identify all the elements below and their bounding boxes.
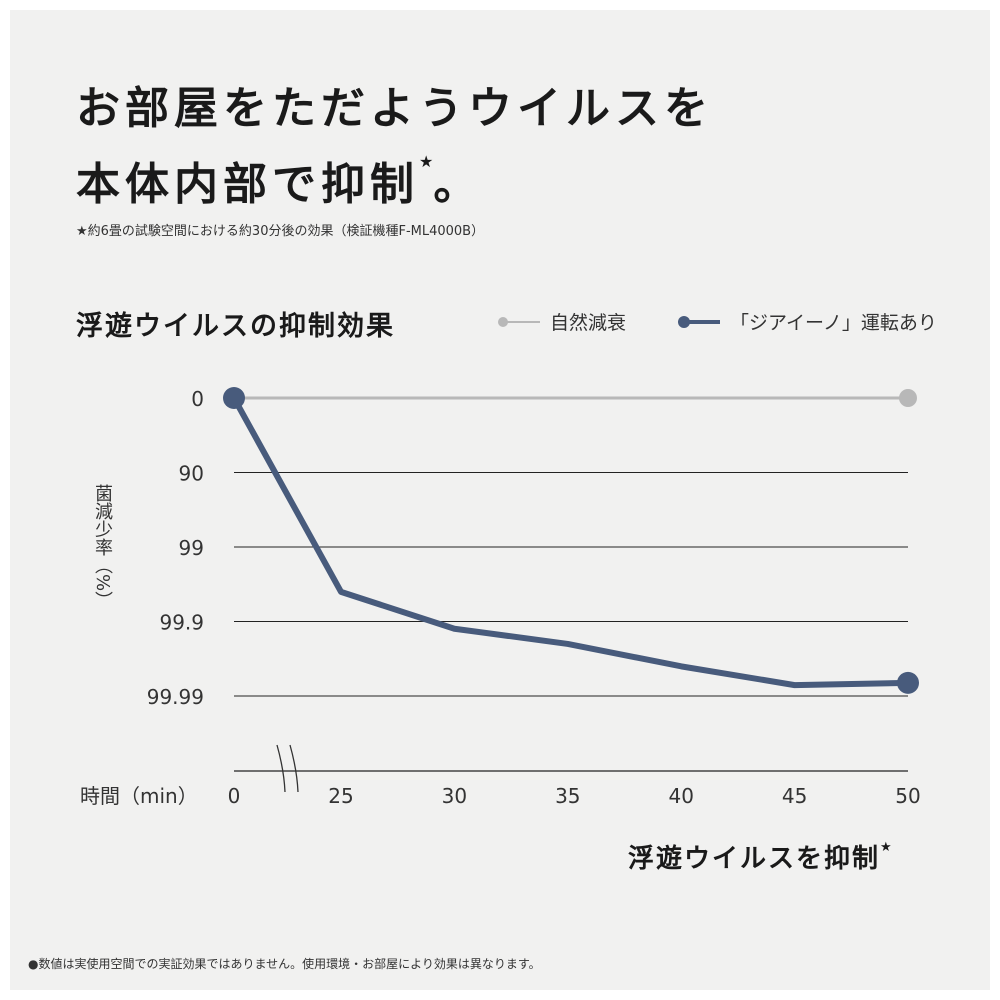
legend-natural-swatch (498, 316, 540, 327)
headline-line-2-text: 本体内部で抑制 (76, 159, 419, 210)
background-panel (10, 10, 990, 990)
chart-title: 浮遊ウイルスの抑制効果 (76, 311, 395, 342)
legend-ziaino: 「ジアイーノ」運転あり (678, 308, 937, 335)
headline-line-2-end: 。 (433, 159, 483, 210)
legend-ziaino-label: 「ジアイーノ」運転あり (730, 312, 937, 334)
axis-break-mark (276, 744, 286, 793)
series-line-ziaino-running (231, 395, 911, 689)
x-tick-label: 45 (782, 784, 807, 808)
footnote: ●数値は実使用空間での実証効果ではありません。使用環境・お部屋により効果は異なり… (28, 957, 541, 971)
callout: 浮遊ウイルスを抑制★ (628, 838, 892, 875)
headline-star: ★ (419, 152, 434, 171)
data-point-ziaino-running (223, 387, 245, 409)
x-tick-label: 0 (228, 784, 241, 808)
test-condition-note: ★約6畳の試験空間における約30分後の効果（検証機種F-ML4000B） (76, 224, 485, 239)
axis-break-mark (289, 744, 299, 793)
legend-ziaino-swatch (678, 315, 720, 328)
y-tick-label: 99.9 (159, 611, 204, 635)
legend-natural: 自然減衰 (498, 308, 627, 335)
x-tick-label: 25 (328, 784, 353, 808)
x-tick-label: 30 (442, 784, 467, 808)
x-tick-label: 35 (555, 784, 580, 808)
x-tick-label: 50 (895, 784, 920, 808)
headline-line-2: 本体内部で抑制★。 (76, 148, 482, 212)
callout-text: 浮遊ウイルスを抑制 (628, 844, 881, 874)
data-point-natural-decay (899, 389, 917, 407)
y-tick-label: 0 (191, 387, 204, 411)
y-tick-label: 99 (179, 536, 204, 560)
x-tick-label: 40 (668, 784, 693, 808)
callout-star: ★ (880, 840, 892, 855)
data-point-ziaino-running (897, 671, 919, 694)
legend-natural-label: 自然減衰 (550, 312, 627, 334)
headline-line-1: お部屋をただようウイルスを (76, 83, 713, 134)
y-tick-label: 99.99 (147, 685, 204, 709)
y-tick-label: 90 (179, 462, 204, 486)
x-axis-label: 時間（min） (80, 784, 198, 808)
y-axis-label: 菌減少率（%） (92, 484, 113, 610)
